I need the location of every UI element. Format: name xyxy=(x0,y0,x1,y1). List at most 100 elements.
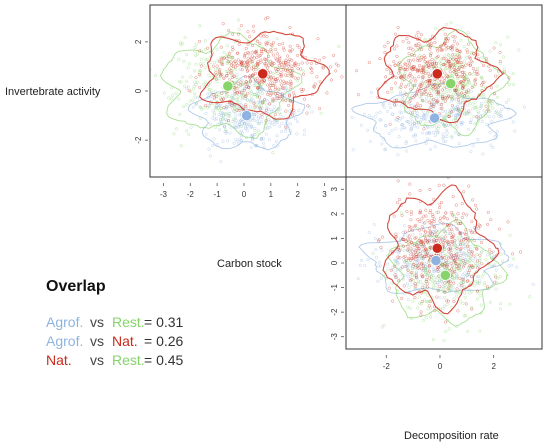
data-point xyxy=(473,226,477,230)
data-point xyxy=(507,98,511,102)
data-point xyxy=(271,97,275,101)
data-point xyxy=(429,41,433,45)
data-point xyxy=(233,110,237,114)
data-point xyxy=(434,283,438,287)
data-point xyxy=(470,89,474,93)
data-point xyxy=(242,88,246,92)
data-point xyxy=(443,290,447,294)
data-point xyxy=(200,49,204,53)
data-point xyxy=(217,93,221,97)
data-point xyxy=(457,250,461,254)
data-point xyxy=(477,275,481,279)
data-point xyxy=(244,104,248,109)
centroid-marker xyxy=(241,109,253,122)
data-point xyxy=(494,41,498,45)
data-point xyxy=(411,48,415,52)
data-point xyxy=(434,26,438,30)
data-point xyxy=(279,130,284,134)
data-point xyxy=(427,100,431,104)
data-point xyxy=(266,99,270,103)
data-point xyxy=(424,300,429,304)
data-point xyxy=(413,104,417,108)
data-point xyxy=(471,265,475,269)
data-point xyxy=(510,263,514,267)
data-point xyxy=(382,105,386,109)
data-point xyxy=(264,119,268,123)
data-point xyxy=(402,224,406,228)
data-point xyxy=(424,141,428,146)
data-point xyxy=(239,124,243,128)
data-point xyxy=(396,71,401,75)
data-point xyxy=(458,56,462,60)
data-point xyxy=(379,277,383,281)
data-point xyxy=(432,305,436,309)
data-point xyxy=(432,269,437,273)
data-point xyxy=(421,221,425,225)
data-point xyxy=(212,111,217,115)
data-point xyxy=(470,231,474,235)
data-point xyxy=(434,211,438,215)
data-point xyxy=(255,63,259,67)
data-point xyxy=(458,241,462,245)
data-point xyxy=(305,111,309,115)
data-point xyxy=(476,226,481,230)
data-point xyxy=(460,95,464,100)
data-point xyxy=(412,84,416,88)
data-point xyxy=(389,71,393,76)
data-point xyxy=(420,240,424,244)
data-point xyxy=(502,70,506,74)
data-point xyxy=(242,64,246,68)
data-point xyxy=(261,80,265,84)
group-label: Agrof. xyxy=(46,314,84,330)
data-point xyxy=(464,89,469,94)
data-point xyxy=(437,183,441,187)
data-point xyxy=(310,110,314,114)
overlap-value: = 0.26 xyxy=(144,333,184,349)
data-point xyxy=(431,337,435,342)
data-point xyxy=(243,75,247,79)
data-point xyxy=(194,103,198,107)
data-point xyxy=(269,50,273,54)
data-point xyxy=(234,38,238,42)
data-point xyxy=(448,283,452,287)
data-point xyxy=(240,59,244,63)
scatter-panel: -3 -2 -1 0 1 2 3-202 xyxy=(134,4,347,199)
data-point xyxy=(428,37,432,41)
data-point xyxy=(407,52,411,56)
data-point xyxy=(459,61,463,65)
data-point xyxy=(432,284,436,288)
data-point xyxy=(465,273,469,277)
data-point xyxy=(442,295,446,299)
data-point xyxy=(451,62,456,66)
data-point xyxy=(277,87,281,91)
data-point xyxy=(406,305,410,309)
data-point xyxy=(446,256,451,260)
data-point xyxy=(409,316,414,320)
data-point xyxy=(282,79,286,83)
data-point xyxy=(462,59,466,63)
data-point xyxy=(312,85,317,89)
data-point xyxy=(393,275,398,279)
data-point xyxy=(393,273,397,277)
data-point xyxy=(452,281,456,285)
data-point xyxy=(407,100,411,104)
data-point xyxy=(455,107,459,111)
density-contour xyxy=(159,31,303,139)
data-point xyxy=(254,67,258,71)
data-point xyxy=(430,232,435,236)
data-point xyxy=(249,79,253,83)
data-point xyxy=(470,307,474,311)
data-point xyxy=(413,132,417,136)
data-point xyxy=(284,109,288,113)
data-point xyxy=(194,62,198,66)
data-point xyxy=(396,25,400,30)
data-point xyxy=(423,121,427,125)
data-point xyxy=(288,49,292,53)
data-point xyxy=(254,80,258,84)
data-point xyxy=(422,234,426,238)
data-point xyxy=(450,107,454,111)
data-point xyxy=(228,67,232,71)
data-point xyxy=(277,96,281,100)
data-point xyxy=(267,77,271,81)
